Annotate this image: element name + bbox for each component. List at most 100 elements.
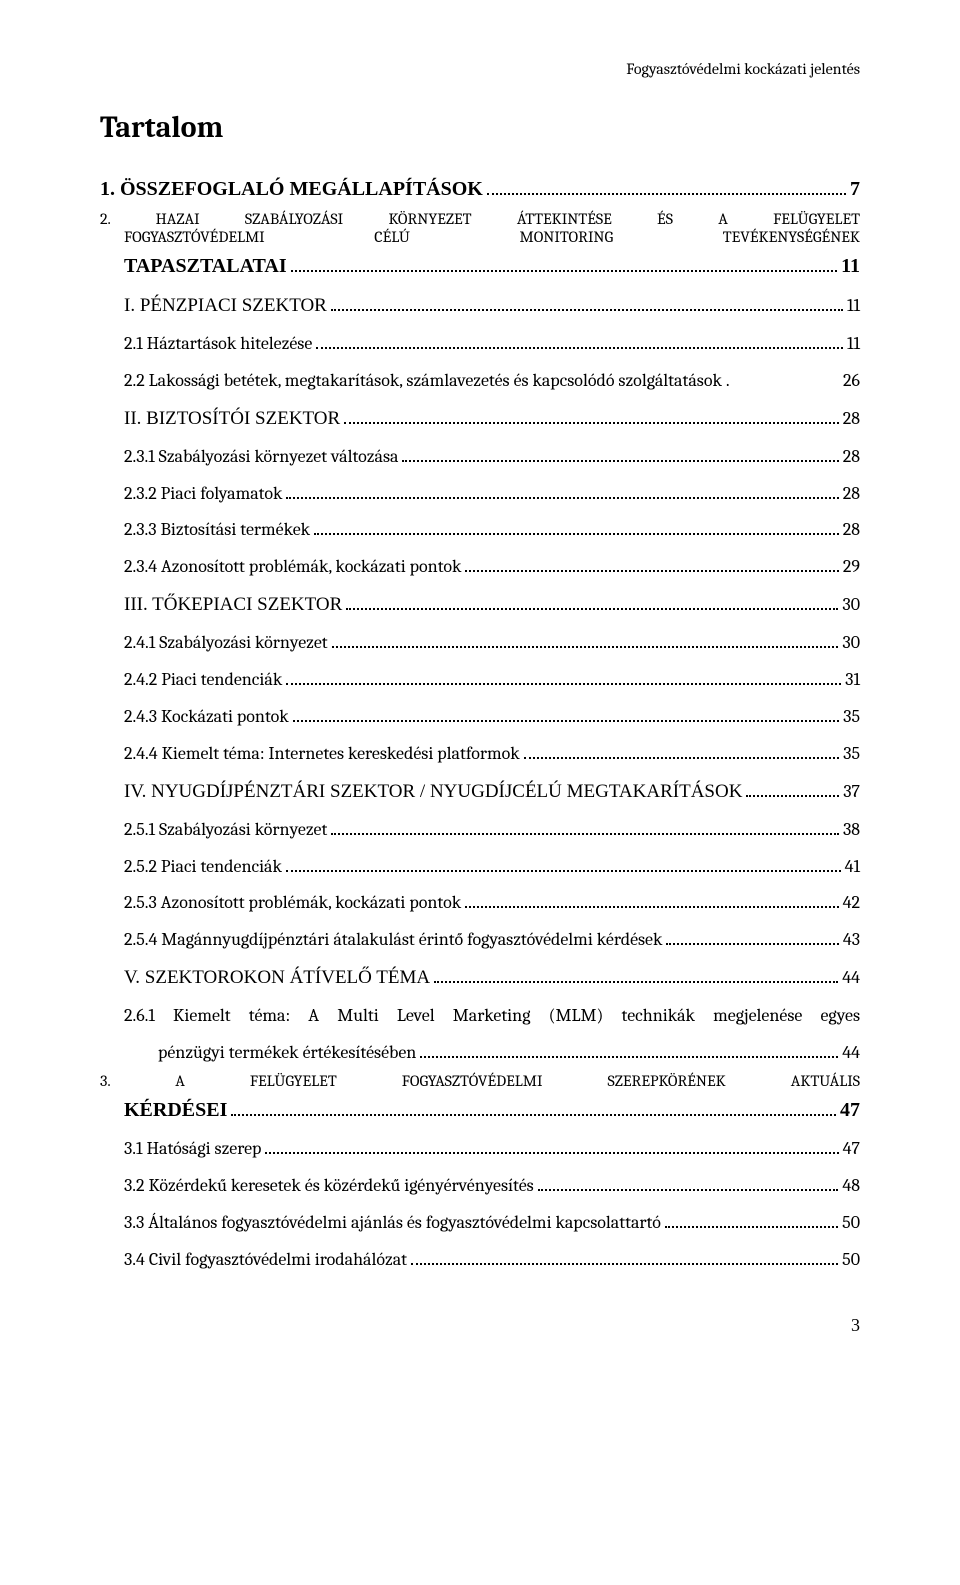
toc-entry-label: I. PÉNZPIACI SZEKTOR bbox=[124, 287, 327, 326]
toc-entry: 3.3 Általános fogyasztóvédelmi ajánlás é… bbox=[100, 1205, 860, 1242]
toc-entry: 2.4.4 Kiemelt téma: Internetes kereskedé… bbox=[100, 736, 860, 773]
page-header: Fogyasztóvédelmi kockázati jelentés bbox=[100, 60, 860, 78]
toc-entry: 2.3.2 Piaci folyamatok28 bbox=[100, 476, 860, 513]
toc-entry-label: 2.5.1 Szabályozási környezet bbox=[124, 812, 327, 849]
toc-entry-page: 38 bbox=[843, 812, 860, 849]
toc-entry: 2.4.2 Piaci tendenciák 31 bbox=[100, 662, 860, 699]
toc-dots bbox=[293, 720, 839, 722]
toc-entry: 2.1 Háztartások hitelezése 11 bbox=[100, 326, 860, 363]
toc-entry: 2.3.1 Szabályozási környezet változása 28 bbox=[100, 439, 860, 476]
toc-entry-label: 2.3.2 Piaci folyamatok bbox=[124, 476, 282, 513]
toc-entry-label: 2.1 Háztartások hitelezése bbox=[124, 326, 312, 363]
toc-entry: I. PÉNZPIACI SZEKTOR11 bbox=[100, 287, 860, 326]
toc-entry-label: 2.4.3 Kockázati pontok bbox=[124, 699, 289, 736]
toc-dots bbox=[538, 1189, 839, 1191]
toc-entry: 2.2 Lakossági betétek, megtakarítások, s… bbox=[100, 363, 860, 400]
toc-entry-label: II. BIZTOSÍTÓI SZEKTOR bbox=[124, 400, 340, 439]
toc-entry: KÉRDÉSEI47 bbox=[100, 1090, 860, 1131]
toc-entry-label: 3.1 Hatósági szerep bbox=[124, 1131, 261, 1168]
toc-entry: 2.5.3 Azonosított problémák, kockázati p… bbox=[100, 885, 860, 922]
toc-dots bbox=[332, 646, 839, 648]
toc-entry-label: V. SZEKTOROKON ÁTÍVELŐ TÉMA bbox=[124, 959, 430, 998]
toc-entry-label: 3.3 Általános fogyasztóvédelmi ajánlás é… bbox=[124, 1205, 661, 1242]
toc-entry-label: 3.4 Civil fogyasztóvédelmi irodahálózat bbox=[124, 1242, 407, 1279]
toc-dots bbox=[746, 795, 839, 797]
toc-entry: 2.4.3 Kockázati pontok35 bbox=[100, 699, 860, 736]
toc-entry-page: 50 bbox=[842, 1205, 860, 1242]
toc-entry-label: 2.3.1 Szabályozási környezet változása bbox=[124, 439, 398, 476]
toc-entry-page: 31 bbox=[845, 662, 860, 699]
toc-dots bbox=[465, 570, 838, 572]
toc-entry: pénzügyi termékek értékesítésében44 bbox=[100, 1035, 860, 1072]
toc-entry: 3.1 Hatósági szerep 47 bbox=[100, 1131, 860, 1168]
toc-entry-line: 3. A FELÜGYELET FOGYASZTÓVÉDELMI SZEREPK… bbox=[100, 1072, 860, 1090]
toc-entry-page: 28 bbox=[843, 401, 860, 438]
toc-entry: 2.3.3 Biztosítási termékek 28 bbox=[100, 512, 860, 549]
toc-entry: 2.5.4 Magánnyugdíjpénztári átalakulást é… bbox=[100, 922, 860, 959]
toc-dots bbox=[465, 906, 838, 908]
toc-entry-line: FOGYASZTÓVÉDELMI CÉLÚ MONITORING TEVÉKEN… bbox=[100, 228, 860, 246]
toc-dots bbox=[286, 497, 838, 499]
toc-dots bbox=[331, 833, 839, 835]
toc-entry: V. SZEKTOROKON ÁTÍVELŐ TÉMA 44 bbox=[100, 959, 860, 998]
toc-entry-page: 28 bbox=[843, 439, 860, 476]
toc-entry-label: 2.2 Lakossági betétek, megtakarítások, s… bbox=[124, 363, 730, 400]
toc-dots bbox=[665, 1226, 838, 1228]
toc-entry-page: 30 bbox=[842, 587, 860, 624]
toc-dots bbox=[286, 870, 841, 872]
toc-entry-line: 2. HAZAI SZABÁLYOZÁSI KÖRNYEZET ÁTTEKINT… bbox=[100, 210, 860, 228]
toc-entry: 2.4.1 Szabályozási környezet 30 bbox=[100, 625, 860, 662]
toc-entry: 2.5.2 Piaci tendenciák 41 bbox=[100, 849, 860, 886]
toc-entry-page: 44 bbox=[842, 960, 860, 997]
toc-entry-label: 2.3.4 Azonosított problémák, kockázati p… bbox=[124, 549, 461, 586]
toc-dots bbox=[316, 347, 843, 349]
toc-entry-label: III. TŐKEPIACI SZEKTOR bbox=[124, 586, 342, 625]
toc-dots bbox=[346, 608, 838, 610]
toc-entry-page: 26 bbox=[843, 363, 860, 400]
toc-entry-line: 2.6.1 Kiemelt téma: A Multi Level Market… bbox=[100, 998, 860, 1035]
toc-entry-label: 2.4.4 Kiemelt téma: Internetes kereskedé… bbox=[124, 736, 520, 773]
toc-entry: 2.3.4 Azonosított problémák, kockázati p… bbox=[100, 549, 860, 586]
toc-dots bbox=[314, 533, 839, 535]
toc-dots bbox=[344, 422, 839, 424]
toc-entry-page: 29 bbox=[843, 549, 860, 586]
toc-entry-page: 47 bbox=[843, 1131, 860, 1168]
toc-dots bbox=[524, 757, 839, 759]
toc-entry: 3.2 Közérdekű keresetek és közérdekű igé… bbox=[100, 1168, 860, 1205]
page-number: 3 bbox=[100, 1315, 860, 1336]
toc-entry-page: 50 bbox=[842, 1242, 860, 1279]
toc-entry-label: 2.5.4 Magánnyugdíjpénztári átalakulást é… bbox=[124, 922, 662, 959]
toc-entry-page: 41 bbox=[845, 849, 860, 886]
toc-entry-page: 35 bbox=[843, 736, 860, 773]
toc-entry: III. TŐKEPIACI SZEKTOR 30 bbox=[100, 586, 860, 625]
toc-entry-label: 1. ÖSSZEFOGLALÓ MEGÁLLAPÍTÁSOK bbox=[100, 169, 483, 210]
toc-entry-page: 7 bbox=[850, 169, 860, 210]
toc-dots bbox=[434, 981, 838, 983]
toc-dots bbox=[402, 460, 838, 462]
toc-entry: II. BIZTOSÍTÓI SZEKTOR 28 bbox=[100, 400, 860, 439]
toc-entry-page: 42 bbox=[843, 885, 860, 922]
toc-entry-label: 2.4.2 Piaci tendenciák bbox=[124, 662, 282, 699]
toc-entry-label: 2.3.3 Biztosítási termékek bbox=[124, 512, 310, 549]
toc-list: 1. ÖSSZEFOGLALÓ MEGÁLLAPÍTÁSOK 72. HAZAI … bbox=[100, 169, 860, 1279]
toc-entry-label: 2.5.2 Piaci tendenciák bbox=[124, 849, 282, 886]
toc-entry-page: 30 bbox=[842, 625, 860, 662]
toc-dots bbox=[487, 193, 846, 195]
toc-entry-label: IV. NYUGDÍJPÉNZTÁRI SZEKTOR / NYUGDÍJCÉL… bbox=[124, 773, 742, 812]
toc-entry: TAPASZTALATAI11 bbox=[100, 246, 860, 287]
toc-entry-label: 2.4.1 Szabályozási környezet bbox=[124, 625, 328, 662]
toc-dots bbox=[286, 683, 841, 685]
toc-entry-page: 48 bbox=[842, 1168, 860, 1205]
toc-entry: 2.5.1 Szabályozási környezet 38 bbox=[100, 812, 860, 849]
toc-dots bbox=[331, 309, 843, 311]
toc-entry-page: 43 bbox=[843, 922, 860, 959]
toc-entry: IV. NYUGDÍJPÉNZTÁRI SZEKTOR / NYUGDÍJCÉL… bbox=[100, 773, 860, 812]
toc-dots bbox=[265, 1152, 838, 1154]
toc-entry: 1. ÖSSZEFOGLALÓ MEGÁLLAPÍTÁSOK 7 bbox=[100, 169, 860, 210]
toc-title: Tartalom bbox=[100, 110, 860, 145]
toc-entry-label: 2.5.3 Azonosított problémák, kockázati p… bbox=[124, 885, 461, 922]
toc-entry-page: 28 bbox=[843, 512, 860, 549]
toc-entry-page: 11 bbox=[847, 326, 860, 363]
toc-entry-page: 37 bbox=[843, 774, 860, 811]
toc-entry: 3.4 Civil fogyasztóvédelmi irodahálózat 5… bbox=[100, 1242, 860, 1279]
